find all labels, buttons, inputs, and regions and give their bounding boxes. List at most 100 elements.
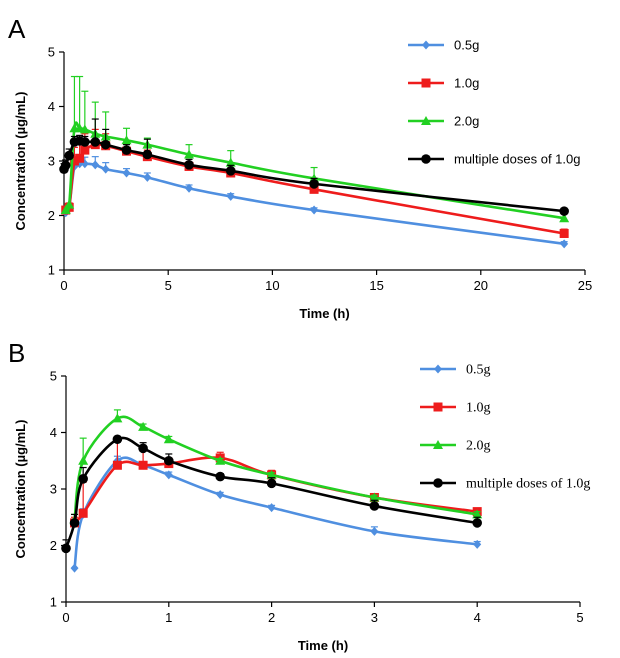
data-point bbox=[216, 490, 225, 500]
series-line bbox=[64, 436, 478, 549]
chart-b-legend: 0.5g 1.0g 2.0g multiple doses of 1.0g bbox=[420, 363, 590, 492]
data-point bbox=[80, 137, 90, 147]
legend-label: 1.0g bbox=[466, 401, 491, 416]
data-point bbox=[122, 168, 131, 178]
chart-a-y-tick-label: 1 bbox=[48, 263, 55, 278]
legend-label: multiple doses of 1.0g bbox=[466, 477, 590, 492]
data-point bbox=[267, 503, 276, 513]
data-point bbox=[164, 470, 173, 480]
data-point bbox=[142, 149, 153, 160]
panel-letter-b: B bbox=[8, 338, 25, 368]
chart-a-x-axis-title: Time (h) bbox=[299, 306, 349, 321]
chart-b-y-axis-title: Concentration (µg/mL) bbox=[13, 420, 28, 559]
chart-b-x-tick-label: 2 bbox=[268, 610, 275, 625]
chart-b-y-tick-label: 3 bbox=[50, 482, 57, 497]
legend-swatch-marker bbox=[433, 478, 443, 488]
data-point bbox=[472, 518, 483, 528]
data-point bbox=[64, 199, 75, 209]
chart-a-y-tick-label: 4 bbox=[48, 99, 55, 114]
data-point bbox=[78, 508, 88, 518]
data-point bbox=[310, 205, 319, 215]
legend-swatch-marker bbox=[422, 40, 430, 50]
legend-item: 1.0g bbox=[420, 401, 491, 416]
chart-b-x-tick-label: 4 bbox=[474, 610, 481, 625]
data-point bbox=[69, 518, 80, 528]
data-point bbox=[78, 455, 89, 465]
chart-a-y-tick-label: 5 bbox=[48, 45, 55, 60]
data-point bbox=[215, 471, 225, 482]
legend-item: multiple doses of 1.0g bbox=[420, 477, 590, 492]
data-point bbox=[559, 206, 569, 216]
chart-a-x-tick-label: 5 bbox=[165, 278, 172, 293]
chart-a-x-tick-label: 20 bbox=[474, 278, 488, 293]
legend-label: 0.5g bbox=[454, 38, 479, 53]
chart-a: 1 2 3 4 5 0 5 10 15 20 25 Time (h) Concentration (µg… bbox=[13, 38, 592, 322]
data-point bbox=[75, 153, 85, 163]
data-point bbox=[215, 455, 226, 465]
data-point bbox=[225, 166, 236, 176]
data-point bbox=[184, 149, 195, 159]
data-point bbox=[78, 474, 88, 484]
chart-b-y-tick-label: 5 bbox=[50, 369, 57, 384]
legend-label: multiple doses of 1.0g bbox=[454, 152, 580, 167]
chart-b-y-tick-label: 2 bbox=[50, 538, 57, 553]
legend-label: 1.0g bbox=[454, 76, 479, 91]
data-point bbox=[266, 469, 277, 479]
data-point bbox=[164, 455, 174, 466]
data-point bbox=[226, 191, 235, 201]
legend-item: 2.0g bbox=[420, 439, 491, 454]
legend-label: 2.0g bbox=[466, 439, 491, 454]
legend-item: multiple doses of 1.0g bbox=[408, 152, 580, 167]
legend-item: 1.0g bbox=[408, 76, 479, 91]
data-point bbox=[60, 160, 71, 171]
data-point bbox=[473, 539, 482, 549]
chart-a-y-tick-label: 2 bbox=[48, 208, 55, 223]
data-point bbox=[121, 135, 132, 145]
data-point bbox=[138, 443, 148, 454]
legend-item: 2.0g bbox=[408, 114, 479, 129]
legend-swatch-marker bbox=[421, 154, 431, 164]
chart-b-y-tick-label: 1 bbox=[50, 595, 57, 610]
chart-a-legend: 0.5g 1.0g 2.0g multiple doses of 1.0g bbox=[408, 38, 580, 167]
chart-b-series-3 bbox=[69, 409, 483, 525]
data-point bbox=[64, 150, 75, 161]
chart-b-series-4 bbox=[61, 434, 483, 554]
data-point bbox=[143, 172, 152, 182]
data-point bbox=[79, 124, 90, 134]
legend-item: 0.5g bbox=[408, 38, 479, 53]
data-point bbox=[369, 501, 380, 511]
data-point bbox=[100, 139, 111, 150]
data-point bbox=[112, 434, 123, 445]
legend-label: 0.5g bbox=[466, 363, 491, 378]
data-point bbox=[112, 460, 122, 470]
legend-swatch-marker bbox=[421, 78, 431, 88]
chart-a-y-axis-title: Concentration (µg/mL) bbox=[13, 92, 28, 231]
data-point bbox=[370, 526, 379, 536]
data-point bbox=[91, 160, 100, 170]
data-point bbox=[369, 492, 380, 502]
data-point bbox=[112, 413, 123, 423]
data-point bbox=[184, 160, 194, 170]
series-line bbox=[73, 456, 478, 569]
chart-b-x-axis-title: Time (h) bbox=[298, 638, 348, 653]
legend-label: 2.0g bbox=[454, 114, 479, 129]
data-point bbox=[60, 205, 71, 215]
data-point bbox=[559, 228, 569, 238]
data-point bbox=[309, 179, 319, 189]
data-point bbox=[70, 563, 79, 573]
data-point bbox=[309, 184, 319, 194]
chart-b-x-tick-label: 0 bbox=[62, 610, 69, 625]
chart-a-series-4 bbox=[59, 118, 569, 216]
data-point bbox=[185, 183, 194, 193]
chart-b-x-tick-label: 1 bbox=[165, 610, 172, 625]
data-point bbox=[69, 156, 79, 166]
chart-b-x-tick-label: 3 bbox=[371, 610, 378, 625]
chart-a-x-tick-label: 10 bbox=[265, 278, 279, 293]
chart-a-series-3 bbox=[60, 75, 570, 223]
data-point bbox=[121, 145, 132, 155]
data-point bbox=[472, 509, 483, 519]
chart-a-y-tick-label: 3 bbox=[48, 154, 55, 169]
data-point bbox=[80, 145, 90, 155]
